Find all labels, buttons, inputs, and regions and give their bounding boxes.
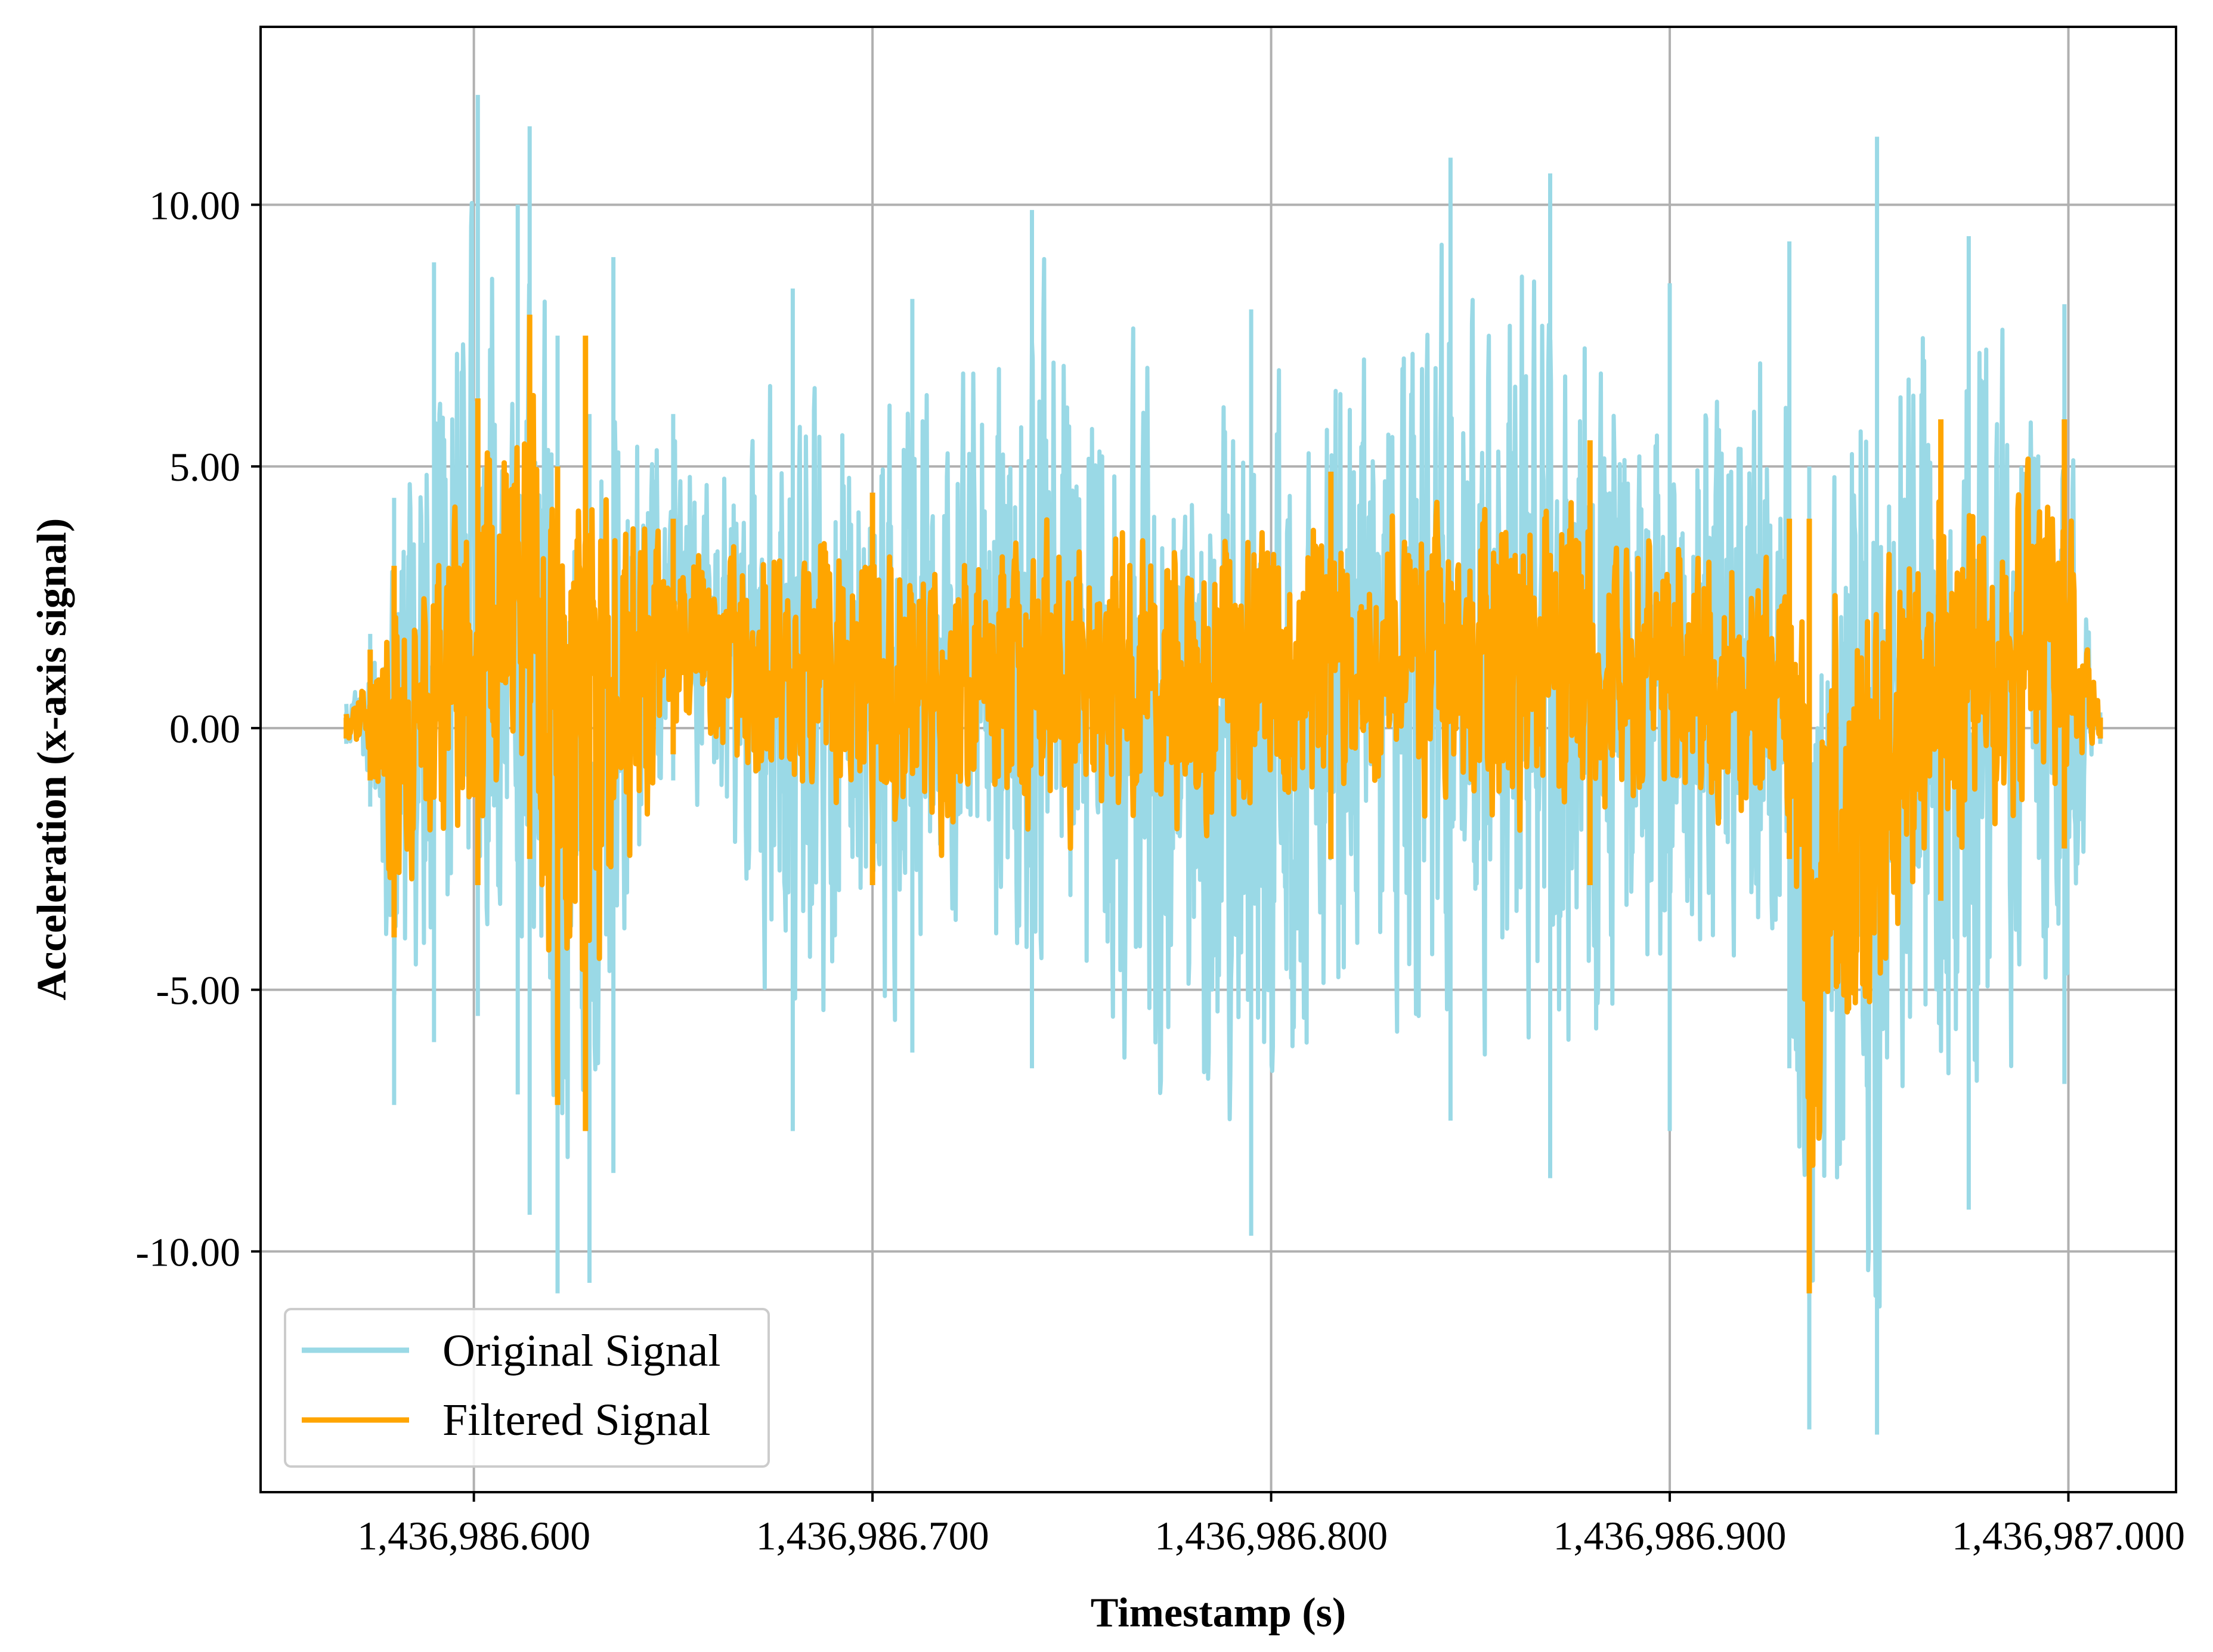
- y-tick-label: 0.00: [169, 706, 240, 751]
- legend-label-filtered-signal: Filtered Signal: [442, 1395, 711, 1445]
- x-tick-label: 1,436,986.700: [756, 1513, 989, 1558]
- x-tick-label: 1,436,986.600: [357, 1513, 590, 1558]
- x-tick-label: 1,436,987.000: [1952, 1513, 2185, 1558]
- x-axis-label: Timestamp (s): [1091, 1590, 1346, 1636]
- series-filtered-signal-line: [343, 314, 2103, 1294]
- x-tick-label: 1,436,986.900: [1553, 1513, 1787, 1558]
- y-tick-label: -5.00: [156, 968, 240, 1013]
- y-tick-label: 5.00: [169, 444, 240, 490]
- y-axis-label: Acceleration (x-axis signal): [29, 518, 75, 1001]
- ticks: 1,436,986.600 1,436,986.700 1,436,986.800 1…: [135, 182, 2185, 1558]
- legend-label-original-signal: Original Signal: [442, 1326, 721, 1376]
- plot-frame: [259, 26, 2177, 1493]
- y-tick-label: 10.00: [149, 182, 240, 228]
- x-tick-label: 1,436,986.800: [1155, 1513, 1388, 1558]
- legend: Original Signal Filtered Signal: [284, 1308, 770, 1468]
- y-tick-label: -10.00: [135, 1229, 240, 1274]
